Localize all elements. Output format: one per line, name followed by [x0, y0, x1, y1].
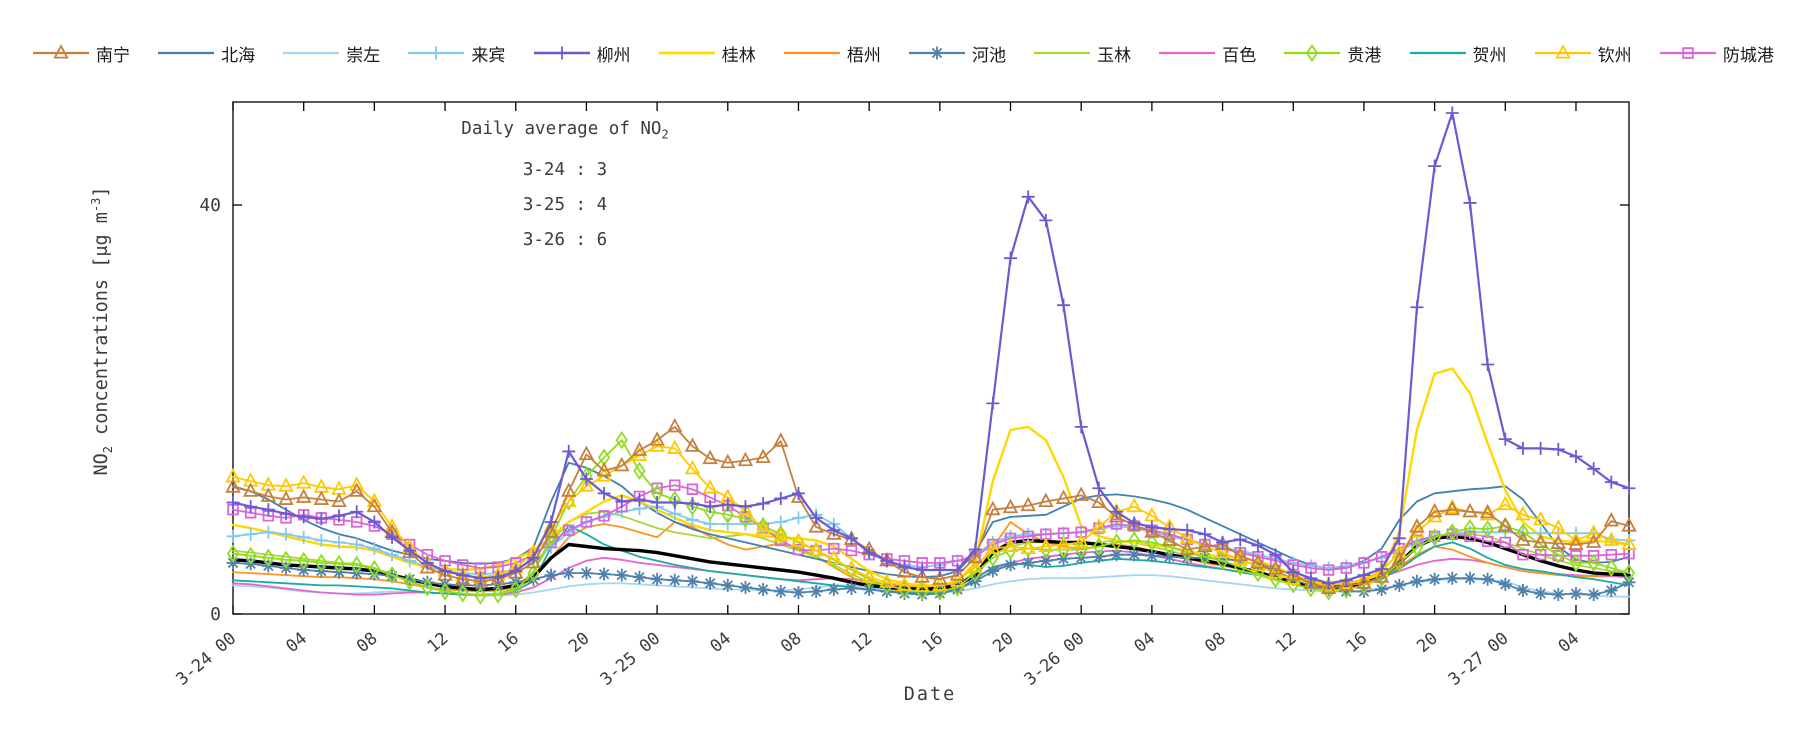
- legend-item-guigang: 贵港: [1283, 41, 1381, 66]
- x-tick-label: 20: [1413, 629, 1442, 657]
- legend-item-beihai: 北海: [157, 41, 255, 66]
- x-tick-label: 20: [989, 629, 1018, 657]
- x-tick-label: 04: [706, 629, 735, 657]
- legend-item-guilin: 桂林: [658, 41, 756, 66]
- series-beihai: [232, 461, 1630, 579]
- legend-label-laibin: 来宾: [471, 45, 506, 66]
- legend-item-baise: 百色: [1158, 41, 1256, 66]
- y-tick-label: 40: [199, 195, 221, 216]
- legend-label-chongzuo: 崇左: [346, 45, 381, 66]
- legend-label-yulin: 玉林: [1097, 45, 1132, 66]
- annotation-line: 3-25 : 4: [522, 194, 608, 215]
- x-tick-label: 16: [1343, 629, 1372, 657]
- plot-border: [232, 101, 1630, 615]
- legend-label-beihai: 北海: [221, 45, 256, 66]
- legend-label-liuzhou: 柳州: [596, 45, 631, 66]
- x-tick-label: 3-24 00: [172, 629, 240, 690]
- series-markers-fangchenggang: [227, 479, 1635, 576]
- legend-label-guilin: 桂林: [721, 45, 756, 66]
- legend-item-hezhou: 贺州: [1409, 41, 1507, 66]
- legend-line-sample-laibin: [408, 46, 465, 60]
- x-tick-label: 16: [494, 629, 523, 657]
- legend-line-sample-yulin: [1034, 51, 1091, 55]
- x-tick-label: 12: [848, 629, 877, 657]
- legend-label-qinzhou: 钦州: [1597, 45, 1632, 66]
- legend-item-wuzhou: 梧州: [783, 41, 881, 66]
- x-tick-label: 16: [919, 629, 948, 657]
- x-axis-label: Date: [903, 684, 957, 705]
- series-guigang: [226, 431, 1636, 605]
- series-liuzhou: [226, 106, 1636, 590]
- annotation-line: 3-26 : 6: [522, 229, 608, 250]
- legend-label-baise: 百色: [1222, 45, 1257, 66]
- legend-item-qinzhou: 钦州: [1534, 41, 1632, 66]
- legend-line-sample-hezhou: [1409, 51, 1466, 55]
- y-axis-label: NO2 concentrations [μg m-3]: [89, 186, 115, 476]
- legend-item-nanning: 南宁: [32, 41, 130, 66]
- x-tick-label: 08: [353, 629, 382, 657]
- legend-line-sample-beihai: [158, 51, 215, 55]
- series-markers-guigang: [226, 431, 1636, 605]
- triangle-marker-icon: [53, 44, 69, 59]
- legend-item-chongzuo: 崇左: [282, 41, 380, 66]
- x-tick-label: 04: [282, 629, 311, 657]
- asterisk-marker-icon: [930, 46, 944, 60]
- legend-line-sample-wuzhou: [783, 51, 840, 55]
- annotation-title: Daily average of NO2: [461, 119, 669, 142]
- legend-line-sample-fangchenggang: [1659, 47, 1716, 59]
- legend-item-laibin: 来宾: [407, 41, 505, 66]
- plus-marker-icon: [555, 46, 569, 60]
- x-tick-label: 20: [565, 629, 594, 657]
- legend-line-sample-baise: [1159, 51, 1216, 55]
- triangle-marker-icon: [1554, 44, 1571, 59]
- legend-label-nanning: 南宁: [96, 45, 130, 66]
- annotation-line: 3-24 : 3: [522, 159, 608, 180]
- legend-label-fangchenggang: 防城港: [1722, 45, 1774, 66]
- legend-label-hechi: 河池: [971, 45, 1006, 66]
- x-tick-label: 3-27 00: [1445, 629, 1513, 690]
- legend-line-sample-chongzuo: [283, 51, 340, 55]
- x-tick-label: 08: [1201, 629, 1230, 657]
- square-marker-icon: [1682, 47, 1694, 59]
- y-tick-label: 0: [210, 604, 221, 625]
- x-tick-label: 04: [1555, 629, 1584, 657]
- series-markers-liuzhou: [226, 106, 1636, 590]
- x-tick-label: 3-26 00: [1021, 629, 1089, 690]
- legend-line-sample-guilin: [658, 51, 715, 55]
- legend-label-wuzhou: 梧州: [846, 45, 881, 66]
- legend-line-sample-guigang: [1284, 43, 1341, 63]
- legend-item-hechi: 河池: [908, 41, 1006, 66]
- x-tick-label: 04: [1131, 629, 1160, 657]
- legend-line-sample-hechi: [908, 46, 965, 60]
- plus-marker-icon: [429, 46, 443, 60]
- x-tick-label: 3-25 00: [597, 629, 665, 690]
- x-tick-label: 12: [424, 629, 453, 657]
- daily-average-annotation: Daily average of NO2 3-24 : 3 3-25 : 4 3…: [400, 112, 730, 258]
- legend-line-sample-nanning: [33, 44, 89, 59]
- diamond-marker-icon: [1306, 43, 1319, 63]
- x-tick-label: 12: [1272, 629, 1301, 657]
- legend-line-sample-liuzhou: [533, 46, 590, 60]
- legend-item-yulin: 玉林: [1033, 41, 1131, 66]
- legend: 南宁 北海 崇左 来宾 柳州 桂林 梧州 河池 玉林 百色 贵港 贺州 钦州 防城港: [32, 40, 1774, 66]
- x-tick-label: 08: [777, 629, 806, 657]
- legend-label-guigang: 贵港: [1347, 45, 1382, 66]
- legend-label-hezhou: 贺州: [1472, 45, 1507, 66]
- legend-item-liuzhou: 柳州: [533, 41, 631, 66]
- legend-item-fangchenggang: 防城港: [1659, 41, 1774, 66]
- legend-line-sample-qinzhou: [1534, 44, 1591, 59]
